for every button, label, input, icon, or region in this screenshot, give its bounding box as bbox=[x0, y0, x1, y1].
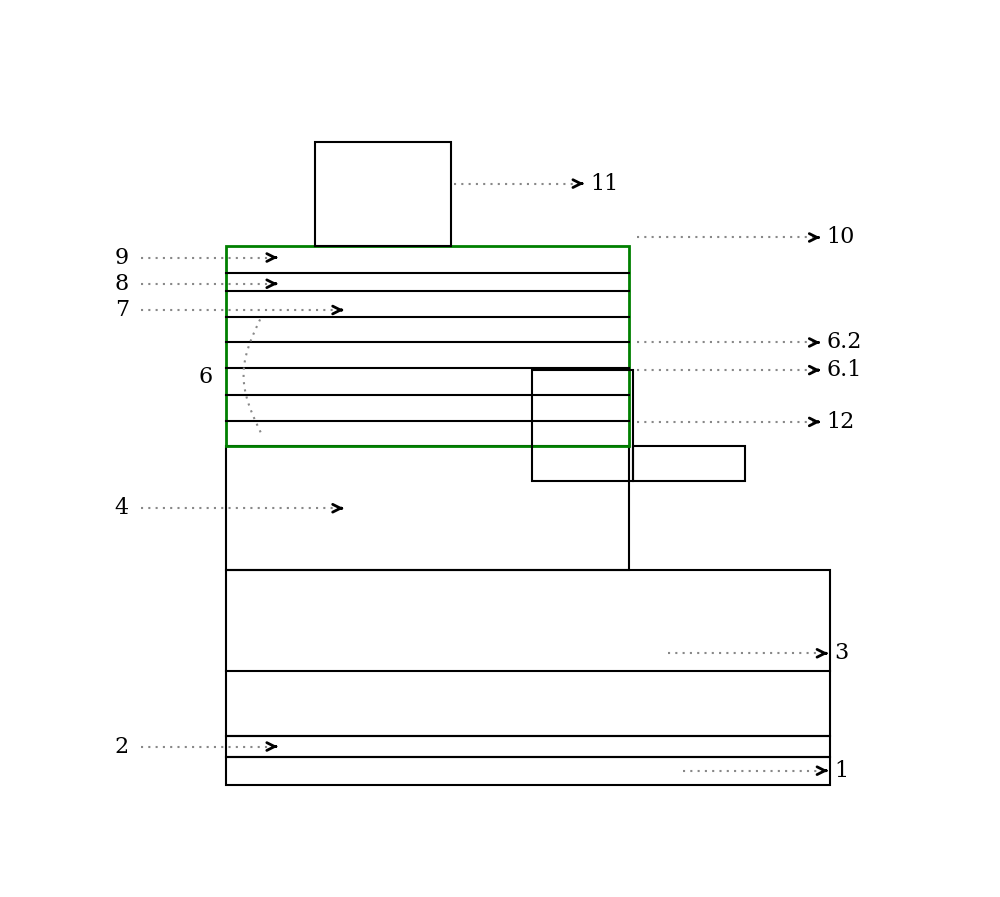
Text: 6: 6 bbox=[199, 366, 213, 388]
Text: 8: 8 bbox=[115, 273, 129, 295]
Text: 4: 4 bbox=[115, 497, 129, 519]
Bar bbox=[226, 736, 830, 757]
Bar bbox=[226, 446, 629, 570]
Text: 11: 11 bbox=[590, 172, 618, 195]
Text: 6.1: 6.1 bbox=[826, 359, 862, 381]
Bar bbox=[226, 570, 830, 736]
Bar bbox=[315, 143, 450, 246]
Text: 1: 1 bbox=[834, 760, 848, 781]
Text: 6.2: 6.2 bbox=[826, 332, 862, 353]
Bar bbox=[226, 246, 629, 446]
Bar bbox=[226, 757, 830, 785]
Text: 3: 3 bbox=[834, 642, 848, 665]
Text: 7: 7 bbox=[115, 299, 129, 321]
Text: 2: 2 bbox=[115, 736, 129, 758]
Bar bbox=[532, 370, 633, 481]
Text: 9: 9 bbox=[115, 247, 129, 268]
Bar bbox=[633, 446, 745, 481]
Text: 10: 10 bbox=[826, 226, 855, 248]
Text: 12: 12 bbox=[826, 411, 855, 433]
